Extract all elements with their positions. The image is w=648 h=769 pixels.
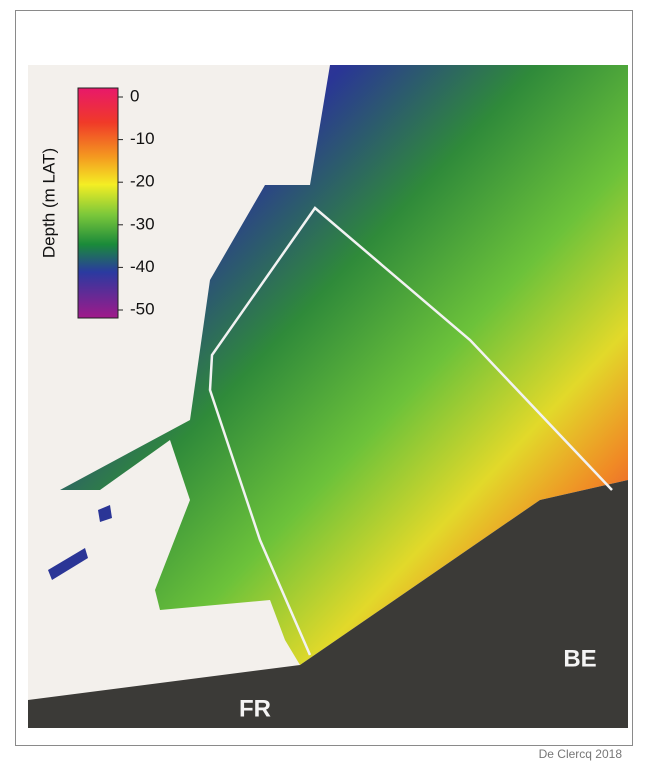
figure: FR BE Depth (m LAT) 0 -10 -20 -30 -40 -50 De … (0, 0, 648, 764)
country-label: FR (239, 695, 271, 722)
colorbar-title: Depth (m LAT) (39, 148, 58, 258)
colorbar (78, 88, 118, 318)
country-label: BE (563, 645, 596, 672)
tick-label: 0 (130, 86, 139, 105)
credit: De Clercq 2018 (539, 747, 623, 761)
tick-label: -10 (130, 129, 155, 148)
page: FR BE Depth (m LAT) 0 -10 -20 -30 -40 -50 De … (0, 0, 648, 764)
tick-label: -40 (130, 257, 155, 276)
tick-label: -30 (130, 214, 155, 233)
tick-label: -20 (130, 172, 155, 191)
tick-label: -50 (130, 299, 155, 318)
